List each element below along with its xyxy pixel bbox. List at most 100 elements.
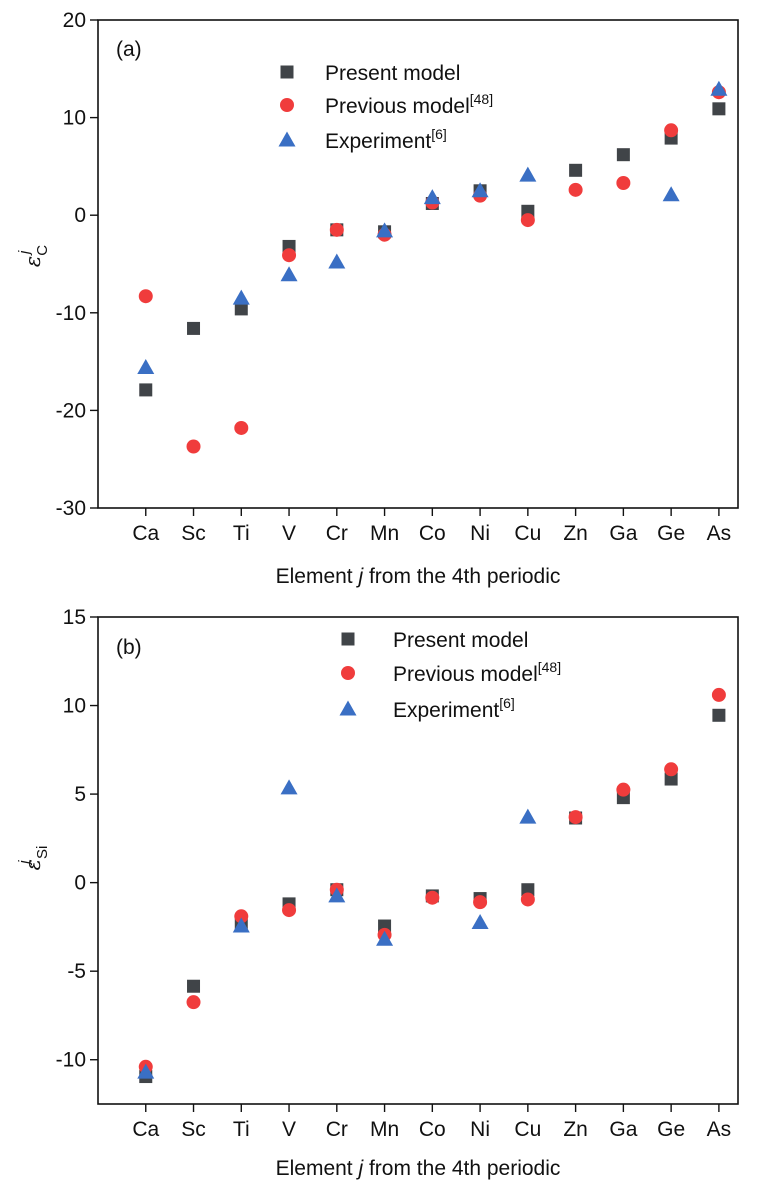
x-tick-label-ge: Ge [657,1118,685,1141]
x-tick-label-ni: Ni [470,522,490,545]
legend-marker-triangle [339,700,357,716]
panel-label: (b) [116,636,142,659]
series-triangle [137,80,728,374]
data-point-triangle-v [280,266,298,282]
y-tick-label: 20 [63,9,86,32]
data-point-circle-ca [138,289,153,304]
y-tick-label: -10 [56,1049,86,1072]
x-tick-label-ge: Ge [657,522,685,545]
legend: Present model Previous model[48] Experimen… [339,629,561,722]
data-point-triangle-ti [232,289,250,305]
data-point-circle-ti [234,909,249,924]
x-tick-label-as: As [707,522,732,545]
data-point-circle-ge [664,123,679,138]
data-point-circle-ge [664,762,679,777]
data-point-square-ti [234,302,248,316]
x-tick-label-cr: Cr [326,522,348,545]
y-tick-label: 15 [63,606,86,629]
x-tick-label-ni: Ni [470,1118,490,1141]
data-point-square-zn [569,163,583,177]
series-square [139,102,726,397]
legend-label-triangle: Experiment[6] [325,126,447,153]
data-point-circle-sc [186,995,201,1010]
data-point-square-sc [187,979,201,993]
x-tick-label-mn: Mn [370,1118,399,1141]
x-tick-label-ti: Ti [233,1118,250,1141]
plot-frame [97,616,739,1105]
data-point-triangle-cu [519,166,537,182]
series-square [139,708,726,1084]
legend-marker-circle [280,98,294,112]
x-tick-label-as: As [707,1118,732,1141]
legend-label-circle: Previous model[48] [325,91,493,118]
chart-panel-b: -10 -5 0 5 10 15 Ca Sc Ti V Cr Mn Co Ni Cu Zn Ga Ge As Elem… [16,606,739,1180]
x-tick-label-ti: Ti [233,522,250,545]
data-point-circle-zn [568,810,583,825]
data-point-circle-cu [520,213,535,228]
x-tick-label-v: V [282,1118,296,1141]
x-tick-label-co: Co [419,1118,446,1141]
data-point-triangle-co [423,189,441,205]
x-tick-label-zn: Zn [563,522,588,545]
data-point-triangle-cr [328,887,346,903]
data-point-square-ge [664,772,678,786]
x-tick-label-cu: Cu [514,522,541,545]
x-tick-label-v: V [282,522,296,545]
x-tick-label-co: Co [419,522,446,545]
x-tick-label-sc: Sc [181,1118,206,1141]
legend-label-square: Present model [393,629,528,652]
y-tick-label: -20 [56,399,86,422]
x-tick-label-ca: Ca [132,522,159,545]
series-triangle [137,779,537,1079]
data-point-triangle-ca [137,1063,155,1079]
x-tick-label-ga: Ga [609,1118,637,1141]
x-tick-label-ca: Ca [132,1118,159,1141]
legend-marker-square [341,632,355,646]
data-point-circle-ga [616,175,631,190]
data-point-triangle-mn [376,222,394,238]
x-tick-label-ga: Ga [609,522,637,545]
y-tick-label: 10 [63,695,86,718]
legend-label-triangle: Experiment[6] [393,695,515,722]
y-axis-title: εCj [16,245,51,267]
data-point-square-cu [521,883,535,897]
panel-label: (a) [116,38,142,61]
data-point-triangle-ti [232,917,250,933]
data-point-triangle-ca [137,358,155,374]
y-tick-label: 5 [74,783,86,806]
plot-frame [97,19,739,509]
data-point-circle-ga [616,782,631,797]
data-point-square-as [712,708,726,722]
data-point-square-as [712,102,726,116]
data-point-triangle-ge [662,186,680,202]
legend-marker-square [280,65,294,79]
data-point-circle-zn [568,182,583,197]
data-point-circle-co [425,890,440,905]
x-tick-label-mn: Mn [370,522,399,545]
data-point-circle-ni [473,895,488,910]
y-axis-title: εSij [16,846,51,871]
data-point-triangle-as [710,80,728,96]
data-point-circle-sc [186,439,201,454]
y-tick-label: -5 [67,960,86,983]
x-axis-title: Element j from the 4th periodic [276,1157,561,1180]
y-tick-label: 0 [74,872,86,895]
legend-marker-triangle [278,131,296,147]
legend-label-circle: Previous model[48] [393,659,561,686]
x-tick-label-cr: Cr [326,1118,348,1141]
x-tick-label-cu: Cu [514,1118,541,1141]
data-point-square-ca [139,383,153,397]
data-point-square-ga [616,148,630,162]
x-tick-label-sc: Sc [181,522,206,545]
data-point-circle-as [711,687,726,702]
x-tick-label-zn: Zn [563,1118,588,1141]
data-point-triangle-ni [471,182,489,198]
chart-panel-a: -30 -20 -10 0 10 20 Ca Sc Ti V Cr Mn Co Ni Cu Zn Ga Ge As E… [16,9,739,588]
legend-label-square: Present model [325,62,460,85]
data-point-triangle-cu [519,808,537,824]
y-tick-label: 10 [63,107,86,130]
data-point-triangle-ni [471,913,489,929]
legend-marker-circle [341,666,355,680]
y-tick-label: 0 [74,204,86,227]
